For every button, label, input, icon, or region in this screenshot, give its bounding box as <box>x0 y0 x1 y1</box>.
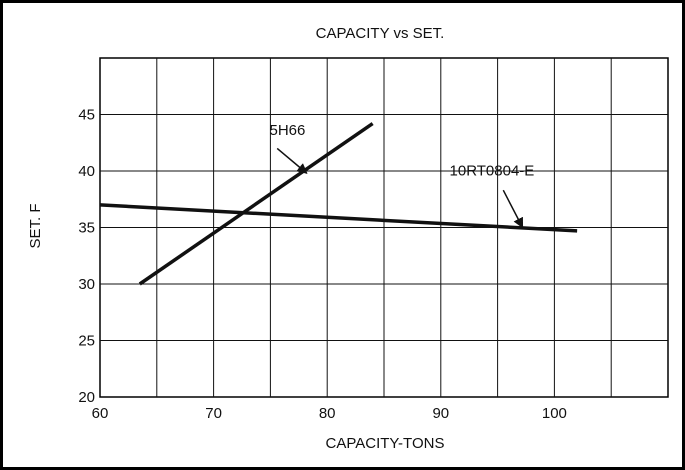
y-tick-label: 35 <box>78 220 95 237</box>
y-tick-label: 30 <box>78 276 95 293</box>
x-tick-label: 70 <box>205 405 222 422</box>
annotation-arrow-5h66 <box>276 147 308 174</box>
annotation-label-5h66: 5H66 <box>270 122 306 139</box>
annotation-label-10rt0804-e: 10RT0804-E <box>450 163 535 180</box>
series-group <box>99 122 578 286</box>
chart-title: CAPACITY vs SET. <box>316 25 445 42</box>
y-tick-labels: 20 25 30 35 40 45 <box>78 107 95 407</box>
annotation-arrow-10rt0804-e <box>502 189 524 229</box>
x-tick-label: 90 <box>432 405 449 422</box>
y-tick-label: 45 <box>78 107 95 124</box>
x-tick-labels: 60 70 80 90 100 <box>92 405 567 422</box>
x-tick-label: 100 <box>542 405 567 422</box>
x-axis-label: CAPACITY-TONS <box>326 435 445 452</box>
x-tick-label: 80 <box>319 405 336 422</box>
y-axis-label: SET. F <box>27 203 44 248</box>
grid <box>99 57 669 398</box>
y-tick-label: 40 <box>78 163 95 180</box>
series-line-5h66 <box>138 122 374 286</box>
x-tick-label: 60 <box>92 405 109 422</box>
y-tick-label: 20 <box>78 389 95 406</box>
annotations-group: 5H66 10RT0804-E <box>270 122 535 229</box>
y-tick-label: 25 <box>78 333 95 350</box>
series-line-10rt0804-e <box>99 203 578 233</box>
